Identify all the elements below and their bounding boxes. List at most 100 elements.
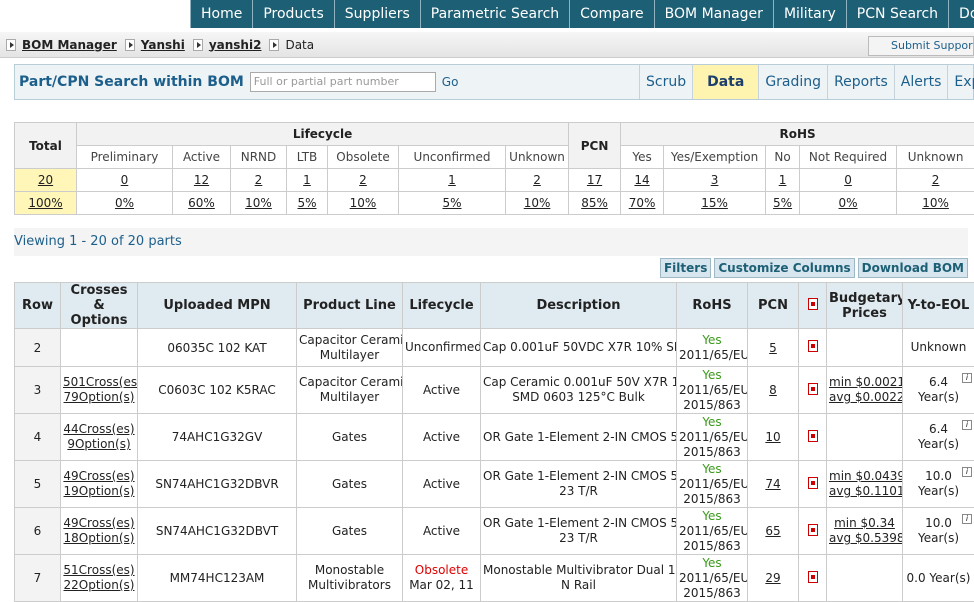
nav-item[interactable]: Products <box>252 0 333 28</box>
percent[interactable]: 10% <box>506 192 569 215</box>
group-header: RoHS <box>621 123 974 146</box>
count[interactable]: 2 <box>231 169 287 192</box>
price[interactable]: avg $0.1101 <box>829 484 900 499</box>
column-header: LTB <box>287 146 328 169</box>
crosses-link[interactable]: 19Option(s) <box>63 484 135 499</box>
pcn-link[interactable]: 8 <box>748 367 799 414</box>
pcn-link[interactable]: 74 <box>748 461 799 508</box>
crumb-link[interactable]: Yanshi <box>141 38 185 52</box>
crosses-link[interactable]: 9Option(s) <box>63 437 135 452</box>
count[interactable]: 2 <box>897 169 974 192</box>
percent[interactable]: 15% <box>664 192 766 215</box>
description: N Rail <box>483 578 674 593</box>
pdf-header <box>799 283 827 329</box>
pdf-icon[interactable] <box>808 571 818 583</box>
percent[interactable]: 85% <box>569 192 621 215</box>
pdf-icon[interactable] <box>808 524 818 536</box>
nav-item[interactable]: Compare <box>569 0 654 28</box>
percent[interactable]: 70% <box>621 192 664 215</box>
nav-item[interactable]: Document Cente <box>948 0 974 28</box>
tab[interactable]: Export <box>947 65 974 99</box>
nav-item[interactable]: Parametric Search <box>420 0 569 28</box>
count[interactable]: 20 <box>15 169 77 192</box>
crosses-link[interactable]: 44Cross(es) <box>63 422 135 437</box>
percent[interactable]: 10% <box>897 192 974 215</box>
pcn-link[interactable]: 5 <box>748 329 799 367</box>
pcn-link[interactable]: 29 <box>748 555 799 602</box>
count[interactable]: 1 <box>399 169 506 192</box>
price[interactable]: avg $0.5398 <box>829 531 900 546</box>
yeol: Unknown <box>905 340 972 355</box>
info-icon[interactable]: i <box>962 467 972 477</box>
price[interactable]: min $0.0021 <box>829 375 900 390</box>
mpn: SN74AHC1G32DBVT <box>138 508 297 555</box>
crosses-link[interactable]: 18Option(s) <box>63 531 135 546</box>
count[interactable]: 1 <box>287 169 328 192</box>
percent[interactable]: 60% <box>173 192 231 215</box>
tab[interactable]: Scrub <box>639 65 692 99</box>
toolbar-button[interactable]: Filters <box>660 258 711 278</box>
count[interactable]: 3 <box>664 169 766 192</box>
pcn-link[interactable]: 10 <box>748 414 799 461</box>
percent[interactable]: 10% <box>231 192 287 215</box>
percent[interactable]: 5% <box>399 192 506 215</box>
percent[interactable]: 100% <box>15 192 77 215</box>
price[interactable]: avg $0.0022 <box>829 390 900 405</box>
tab[interactable]: Reports <box>827 65 894 99</box>
crumb-link[interactable]: yanshi2 <box>209 38 262 52</box>
search-input[interactable]: Full or partial part number <box>250 72 436 92</box>
go-button[interactable]: Go <box>442 75 459 89</box>
crosses-link[interactable]: 501Cross(es) <box>63 375 135 390</box>
support-button[interactable]: Submit Support T <box>868 36 974 56</box>
info-icon[interactable]: i <box>962 420 972 430</box>
pdf-icon <box>808 298 818 310</box>
toolbar-button[interactable]: Customize Columns <box>714 258 854 278</box>
count[interactable]: 2 <box>328 169 399 192</box>
crumb-link[interactable]: BOM Manager <box>22 38 117 52</box>
crosses-link[interactable]: 49Cross(es) <box>63 516 135 531</box>
count[interactable]: 17 <box>569 169 621 192</box>
pdf-icon[interactable] <box>808 430 818 442</box>
product-line: Gates <box>299 430 400 445</box>
nav-item[interactable]: BOM Manager <box>654 0 773 28</box>
price[interactable]: min $0.34 <box>829 516 900 531</box>
percent[interactable]: 5% <box>287 192 328 215</box>
percent[interactable]: 0% <box>77 192 173 215</box>
description: OR Gate 1-Element 2-IN CMOS 5-F <box>483 469 674 484</box>
pdf-icon[interactable] <box>808 340 818 352</box>
tab[interactable]: Grading <box>758 65 827 99</box>
tab[interactable]: Alerts <box>894 65 948 99</box>
nav-item[interactable]: Military <box>773 0 846 28</box>
pdf-icon[interactable] <box>808 477 818 489</box>
rohs: 2011/65/EU <box>679 348 745 363</box>
toolbar-button[interactable]: Download BOM <box>858 258 968 278</box>
count[interactable]: 1 <box>766 169 800 192</box>
count[interactable]: 12 <box>173 169 231 192</box>
prices-cell <box>827 329 903 367</box>
crosses-link[interactable]: 79Option(s) <box>63 390 135 405</box>
pcn-link[interactable]: 65 <box>748 508 799 555</box>
percent[interactable]: 5% <box>766 192 800 215</box>
product-line: Capacitor Cerami <box>299 333 400 348</box>
nav-item[interactable]: Home <box>190 0 252 28</box>
count[interactable]: 2 <box>506 169 569 192</box>
pdf-icon[interactable] <box>808 383 818 395</box>
price[interactable]: min $0.0439 <box>829 469 900 484</box>
info-icon[interactable]: i <box>962 373 972 383</box>
nav-item[interactable]: Suppliers <box>334 0 420 28</box>
crosses-link[interactable]: 51Cross(es) <box>63 563 135 578</box>
rohs: 2015/863 <box>679 539 745 554</box>
crosses-link[interactable]: 22Option(s) <box>63 578 135 593</box>
nav-item[interactable]: PCN Search <box>846 0 948 28</box>
count[interactable]: 0 <box>77 169 173 192</box>
crosses-link[interactable]: 49Cross(es) <box>63 469 135 484</box>
tab[interactable]: Data <box>692 65 758 99</box>
rohs: Yes <box>679 556 745 571</box>
count[interactable]: 14 <box>621 169 664 192</box>
info-icon[interactable]: i <box>962 514 972 524</box>
percent[interactable]: 10% <box>328 192 399 215</box>
percent[interactable]: 0% <box>800 192 897 215</box>
count[interactable]: 0 <box>800 169 897 192</box>
lifecycle: Active <box>405 477 478 492</box>
